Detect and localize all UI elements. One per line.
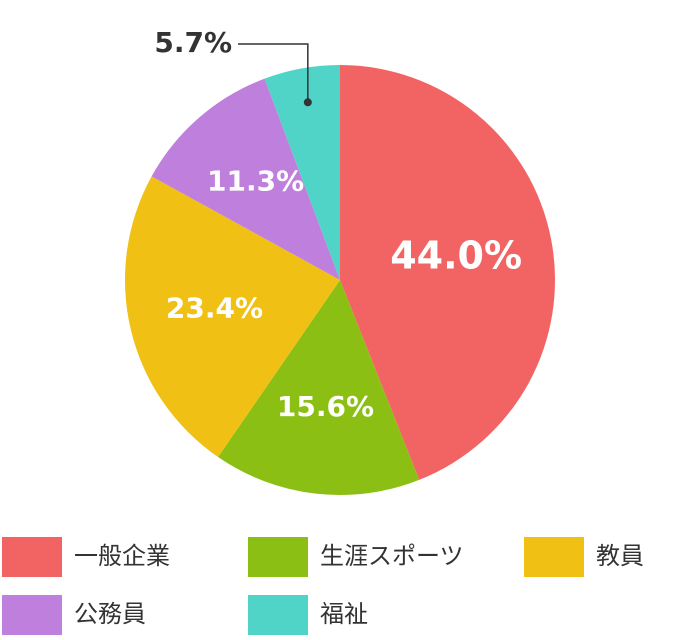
data-label: 5.7%	[154, 26, 232, 59]
legend-label: 公務員	[74, 600, 146, 628]
data-label: 23.4%	[166, 292, 263, 325]
leader-dot	[303, 98, 312, 107]
pie-slice	[218, 280, 420, 496]
legend-swatch	[2, 595, 62, 635]
legend-label: 教員	[596, 542, 644, 570]
legend-label: 生涯スポーツ	[320, 542, 464, 570]
legend-label: 福祉	[320, 600, 368, 628]
legend-swatch	[524, 537, 584, 577]
pie-slice	[264, 65, 340, 280]
legend-swatch	[248, 595, 308, 635]
legend-label: 一般企業	[74, 542, 170, 570]
pie-slice	[340, 65, 556, 480]
legend-swatch	[2, 537, 62, 577]
data-label: 44.0%	[390, 233, 522, 277]
leader-line	[238, 43, 309, 103]
pie-slice	[151, 78, 340, 280]
legend-swatch	[248, 537, 308, 577]
data-label: 11.3%	[207, 164, 304, 197]
data-label: 15.6%	[277, 390, 374, 423]
pie-slice	[125, 176, 341, 458]
